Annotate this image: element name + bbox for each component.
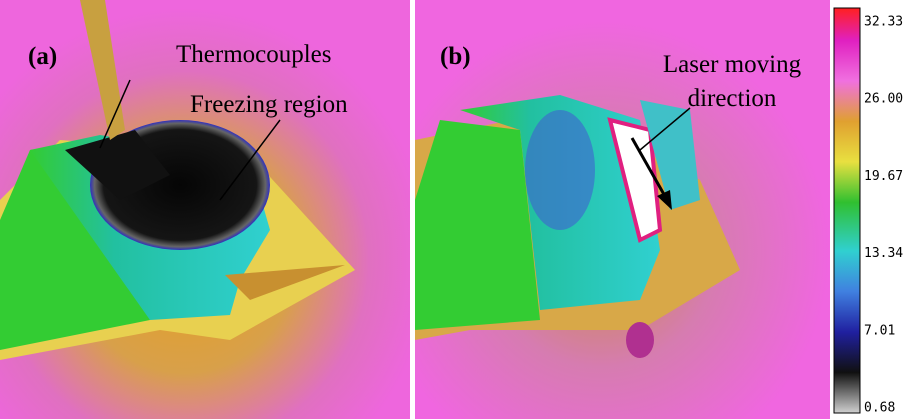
colorbar-label: 0.68: [864, 401, 895, 416]
cool-region: [525, 110, 595, 230]
annotation: direction: [688, 85, 777, 112]
colorbar-label: 13.34: [864, 246, 903, 261]
annotation: Thermocouples: [176, 41, 332, 68]
panel-label: (b): [440, 43, 471, 70]
colorbar-label: 7.01: [864, 323, 895, 338]
colorbar-label: 19.67: [864, 169, 903, 184]
panel-a: (a) Thermocouples Freezing region: [0, 0, 410, 419]
figure: (a) Thermocouples Freezing region (b) La…: [0, 0, 915, 419]
panel-label: (a): [28, 43, 57, 70]
warm-spot: [626, 322, 654, 358]
colorbar: 32.33 26.00 19.67 13.34 7.01 0.68: [834, 8, 903, 416]
colorbar-label: 32.33: [864, 15, 903, 30]
annotation: Laser moving: [663, 51, 802, 78]
page: (a) Thermocouples Freezing region (b) La…: [0, 0, 915, 419]
colorbar-gradient: [834, 8, 860, 413]
colorbar-label: 26.00: [864, 92, 903, 107]
plate-left: [415, 120, 540, 330]
annotation: Freezing region: [190, 91, 348, 118]
panel-b: (b) Laser moving direction: [415, 0, 830, 419]
colorbar-labels: 32.33 26.00 19.67 13.34 7.01 0.68: [864, 15, 903, 416]
